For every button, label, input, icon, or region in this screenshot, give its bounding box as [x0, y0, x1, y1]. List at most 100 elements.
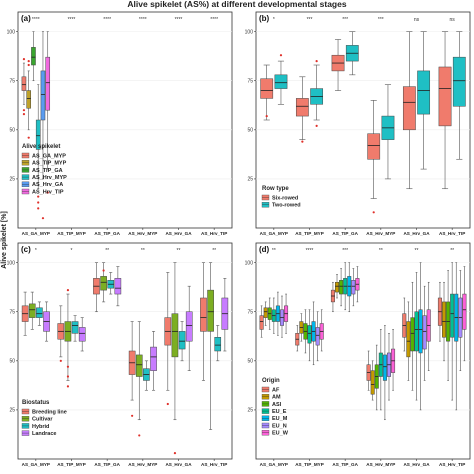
- box-six-rowed: [260, 64, 274, 121]
- outlier-point: [27, 59, 30, 63]
- outlier-point: [66, 375, 70, 378]
- panel-tag: (b): [259, 14, 270, 23]
- box-asi: [303, 309, 308, 354]
- legend: Alive spikelet AS_GA_MYP AS_TIP_MYPAS_TIP_…: [21, 144, 67, 195]
- box-eu-n: [351, 268, 356, 307]
- box-as-ga-myp: [21, 58, 27, 116]
- box-af: [366, 350, 371, 391]
- box-iqr: [370, 370, 375, 395]
- panel-0: 25 50 75 100 (a) AS_GA_MYP **** AS_TIP_MYP **** A…: [7, 11, 233, 236]
- box-iqr: [114, 278, 122, 295]
- box-iqr: [200, 297, 207, 332]
- legend-label: AM: [272, 395, 281, 401]
- panels: 255075100(a)AS_GA_MYP****AS_TIP_MYP****A…: [7, 11, 471, 467]
- significance-label: ***: [342, 17, 348, 23]
- box-eu-e: [307, 309, 312, 362]
- y-tick-label: 75: [9, 309, 15, 315]
- legend-label: Two-rowed: [272, 203, 301, 209]
- box-asi: [267, 297, 272, 330]
- box-iqr: [263, 307, 268, 318]
- y-tick-label: 50: [247, 359, 253, 365]
- box-eu-e: [378, 329, 383, 411]
- outlier-point: [27, 136, 30, 139]
- significance-label: ****: [68, 17, 76, 23]
- box-cultivar: [64, 289, 72, 388]
- box-iqr: [259, 315, 264, 330]
- box-eu-n: [422, 285, 427, 381]
- significance-label: ****: [32, 17, 40, 23]
- box-eu-w: [462, 266, 467, 362]
- outlier-point: [372, 211, 375, 214]
- box-iqr: [71, 321, 79, 334]
- box-landrace: [185, 285, 193, 371]
- y-tick-label: 75: [247, 309, 253, 315]
- significance-label: ****: [139, 17, 147, 23]
- box-eu-m: [275, 291, 280, 336]
- legend-label: AF: [272, 387, 280, 393]
- box-as-hrv-myp: [35, 84, 41, 210]
- legend-title: Biostatus: [22, 400, 50, 406]
- significance-label: ns: [450, 17, 456, 23]
- box-iqr: [35, 119, 41, 150]
- box-six-rowed: [331, 39, 345, 91]
- box-asi: [446, 270, 451, 381]
- outlier-point: [166, 402, 169, 406]
- box-six-rowed: [402, 31, 416, 190]
- panel-frame: [17, 11, 233, 229]
- outlier-point: [22, 58, 26, 61]
- significance-label: ***: [307, 17, 313, 23]
- significance-label: ****: [306, 248, 314, 254]
- box-eu-w: [319, 309, 324, 352]
- outlier-point: [22, 109, 26, 112]
- box-six-rowed: [367, 100, 381, 214]
- significance-label: *: [35, 248, 37, 254]
- x-tick-label: AS_Hrv_GA: [165, 462, 192, 467]
- significance-label: **: [141, 248, 145, 254]
- box-two-rowed: [274, 54, 288, 105]
- significance-label: **: [105, 248, 109, 254]
- box-iqr: [31, 47, 36, 66]
- outlier-point: [37, 195, 40, 198]
- box-iqr: [295, 98, 309, 117]
- box-six-rowed: [438, 31, 452, 190]
- box-eu-m: [454, 262, 459, 411]
- box-eu-e: [271, 297, 276, 334]
- box-landrace: [221, 278, 229, 352]
- box-iqr: [382, 354, 387, 381]
- box-iqr: [406, 321, 411, 358]
- box-cultivar: [28, 291, 36, 330]
- box-eu-e: [343, 262, 348, 311]
- box-breeding-line: [200, 262, 207, 381]
- legend: Biostatus Breeding line CultivarHybridLand…: [21, 400, 67, 437]
- box-two-rowed: [381, 84, 395, 180]
- panel-tag: (a): [21, 14, 31, 23]
- significance-label: **: [415, 248, 419, 254]
- box-iqr: [78, 327, 86, 342]
- box-af: [330, 281, 335, 313]
- legend-label: EU_N: [272, 423, 287, 429]
- legend-label: EU_M: [272, 416, 288, 422]
- x-tick-label: AS_Hrv_GA: [403, 462, 430, 467]
- box-asi: [374, 344, 379, 411]
- panel-3: 255075100(d)AS_GA_MYP**AS_TIP_MYP****AS_…: [245, 242, 471, 467]
- legend-label: Cultivar: [32, 417, 53, 423]
- box-as-hrv-ga: [40, 31, 46, 220]
- box-am: [263, 301, 268, 326]
- outlier-point: [315, 59, 318, 63]
- box-iqr: [422, 315, 427, 350]
- box-iqr: [402, 86, 416, 131]
- x-tick-label: AS_TIP_GA: [94, 462, 120, 467]
- box-iqr: [450, 293, 455, 338]
- x-tick-label: AS_Hrv_TIP: [439, 231, 465, 236]
- legend-label: ASI: [272, 402, 282, 408]
- box-eu-w: [426, 281, 431, 371]
- legend-label: EU_W: [272, 431, 289, 437]
- box-iqr: [274, 74, 288, 89]
- box-eu-n: [315, 311, 320, 362]
- box-eu-w: [284, 293, 289, 334]
- y-tick-label: 75: [247, 78, 253, 84]
- box-am: [370, 360, 375, 401]
- box-eu-m: [418, 262, 423, 411]
- box-hybrid: [36, 301, 43, 326]
- legend-label: AS_GA_MYP: [32, 153, 66, 159]
